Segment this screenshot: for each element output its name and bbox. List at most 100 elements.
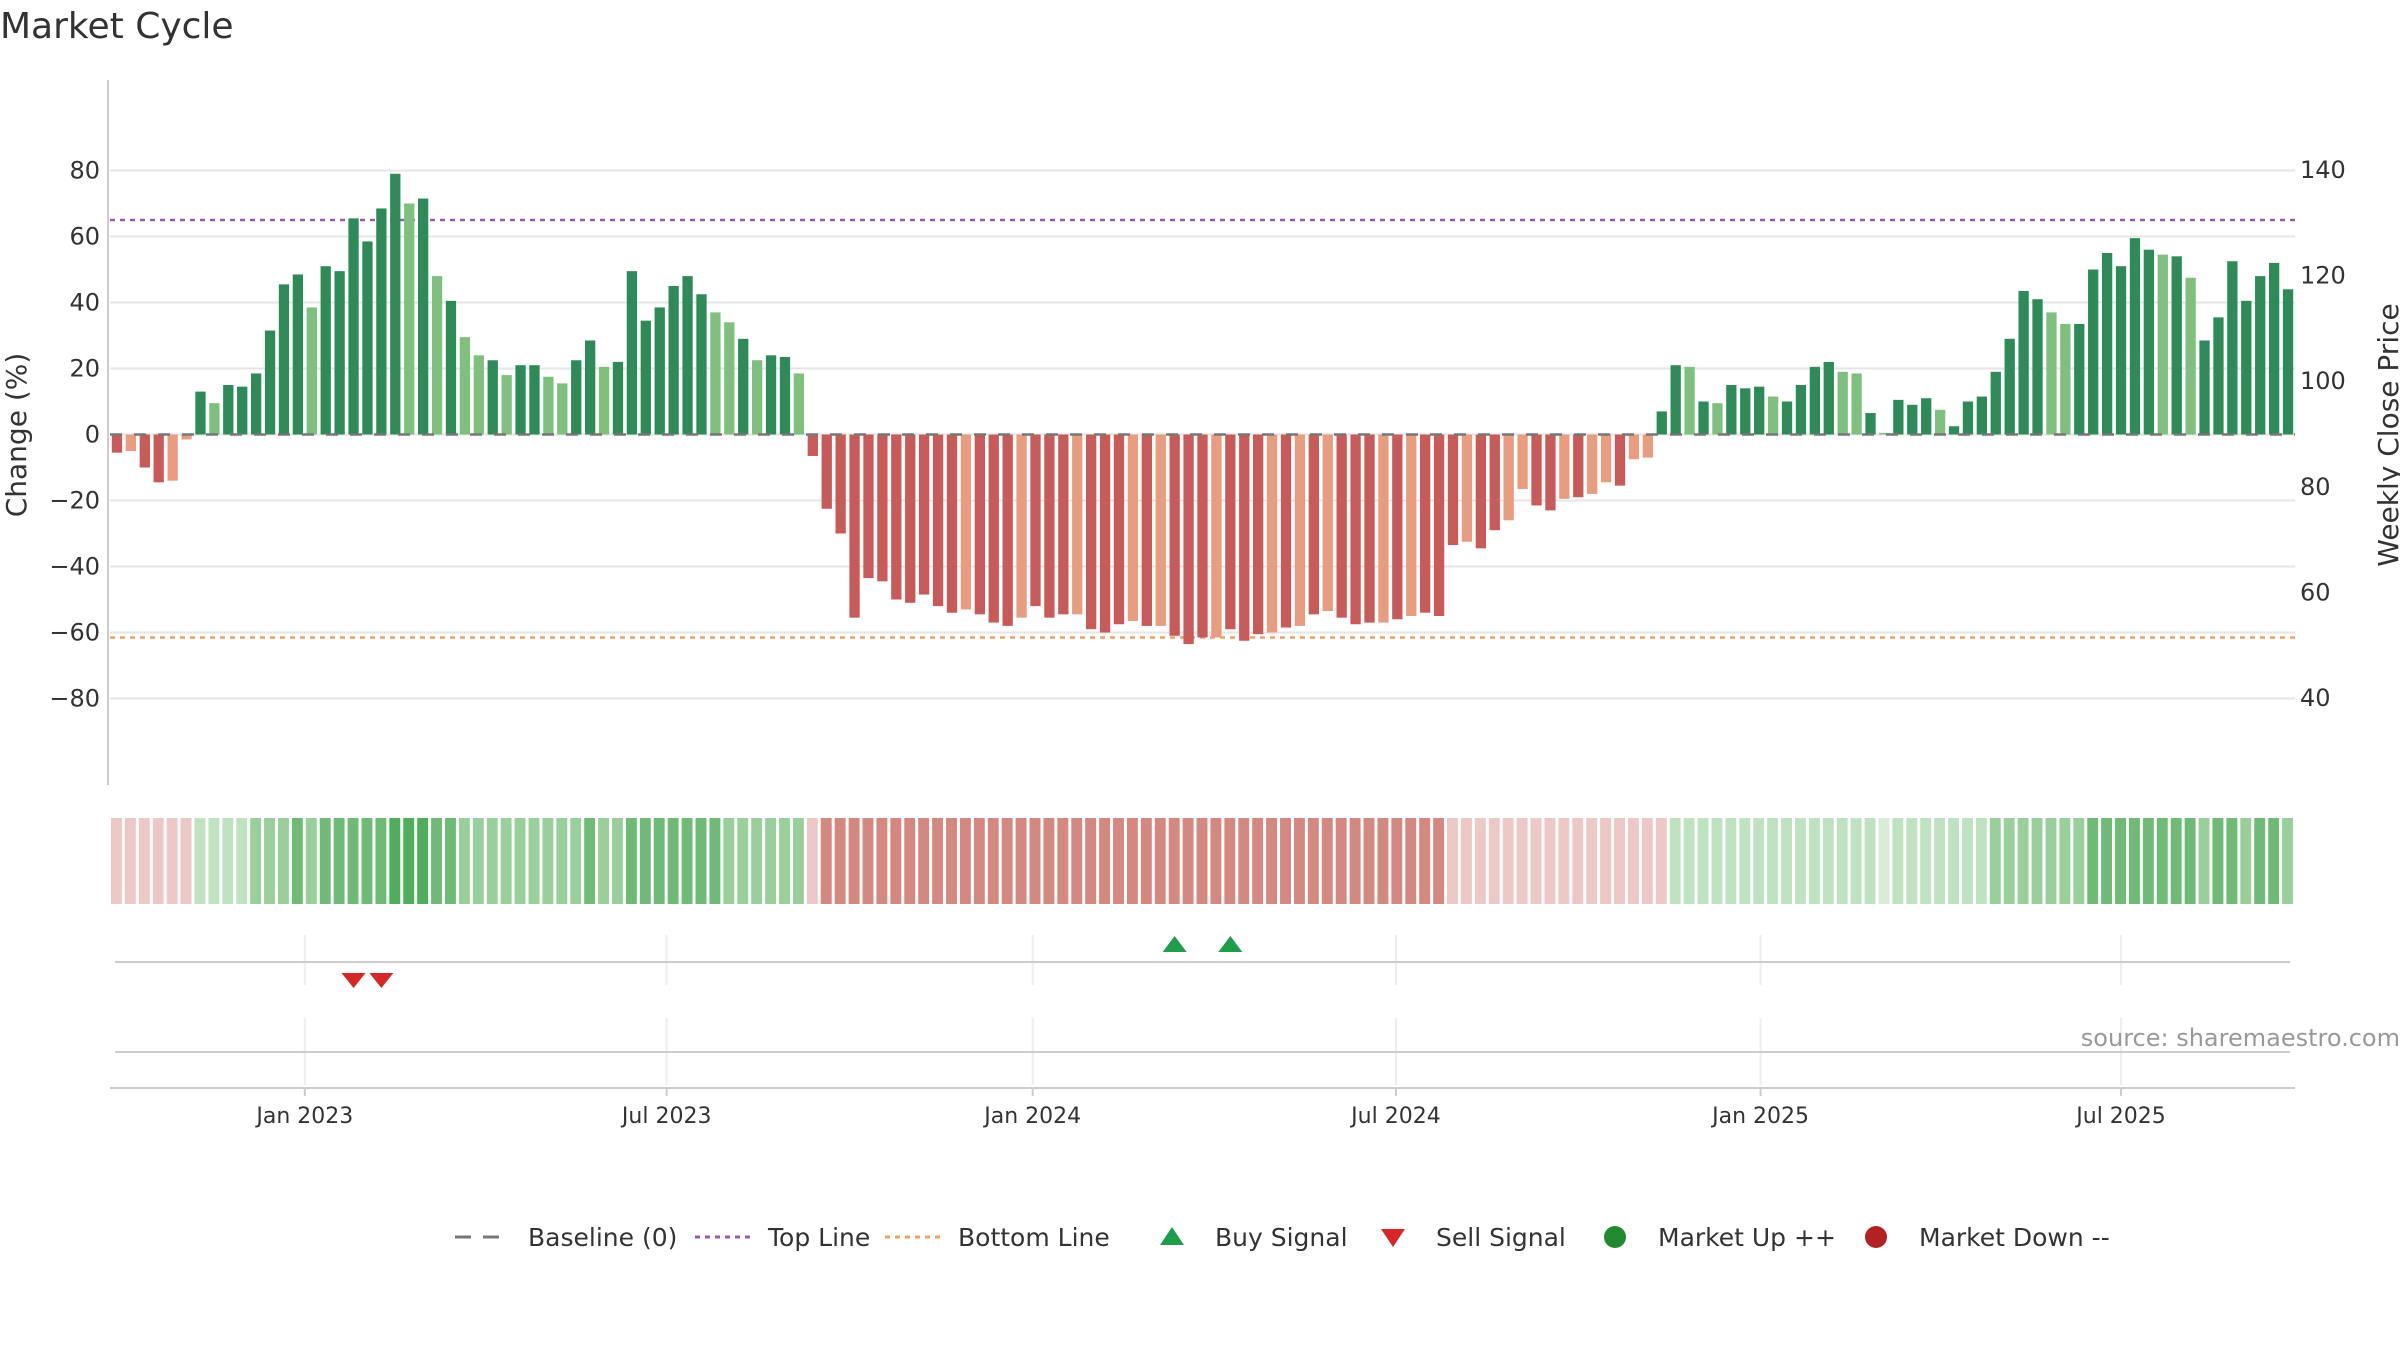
band-cell [932, 818, 944, 904]
band-cell [236, 818, 248, 904]
legend-label: Bottom Line [958, 1223, 1110, 1252]
band-cell [2045, 818, 2057, 904]
y-tick-label: 20 [69, 355, 100, 383]
band-cell [1627, 818, 1639, 904]
change-bar [1809, 366, 1821, 435]
change-bar [181, 434, 192, 440]
band-cell [1238, 818, 1250, 904]
band-cell [584, 818, 596, 904]
change-bar [793, 373, 805, 435]
band-cell [2087, 818, 2099, 904]
band-cell [737, 818, 749, 904]
change-bar [1447, 434, 1459, 546]
change-bar [640, 320, 651, 435]
legend-item: Market Down -- [1865, 1223, 2110, 1252]
change-bar [1865, 413, 1876, 435]
change-bar [2199, 340, 2210, 435]
band-cell [1544, 818, 1556, 904]
change-bar [2268, 262, 2280, 435]
band-cell [1948, 818, 1959, 904]
x-tick-label: Jul 2024 [1349, 1104, 1441, 1129]
band-cell [333, 818, 345, 904]
band-cell [890, 818, 902, 904]
band-cell [848, 818, 860, 904]
band-cell [987, 818, 999, 904]
change-bar [209, 403, 220, 435]
band-cell [653, 818, 665, 904]
band-cell [792, 818, 804, 904]
change-bar [1614, 434, 1626, 486]
band-cell [1433, 818, 1445, 904]
band-cell [1822, 818, 1834, 904]
change-bars [110, 173, 2295, 645]
band-cell [152, 818, 164, 904]
change-bar [1531, 434, 1542, 506]
band-cell [486, 818, 498, 904]
band-cell [180, 818, 192, 904]
band-cell [514, 818, 526, 904]
band-cell [1878, 818, 1890, 904]
band-cell [1989, 818, 2001, 904]
x-tick-label: Jul 2023 [620, 1104, 712, 1129]
change-bar [1642, 434, 1653, 458]
change-bar [278, 284, 290, 435]
change-bar [1461, 434, 1473, 542]
legend-swatch-sell [1381, 1229, 1405, 1247]
change-bar [960, 434, 972, 610]
change-bar [807, 434, 818, 456]
change-bar [1795, 385, 1807, 435]
legend-label: Sell Signal [1436, 1223, 1566, 1252]
change-bar [2185, 277, 2196, 435]
chart-title: Market Cycle [0, 6, 234, 47]
band-cell [111, 818, 122, 904]
change-bar [2143, 249, 2155, 435]
change-bar [1141, 434, 1152, 626]
band-cell [1224, 818, 1236, 904]
change-bar [1573, 434, 1584, 498]
band-cell [1920, 818, 1932, 904]
change-bar [1921, 398, 1932, 435]
change-bar [1990, 371, 2001, 435]
band-cell [1669, 818, 1681, 904]
change-bar [1044, 434, 1055, 618]
band-cell [1321, 818, 1333, 904]
band-cell [2156, 818, 2168, 904]
change-bar [1406, 434, 1417, 616]
change-bar [1211, 434, 1222, 638]
x-axis-ticks: Jan 2023 Jul 2023 Jan 2024 Jul 2024 Jan 2025… [254, 1088, 2166, 1129]
band-cell [1154, 818, 1166, 904]
band-cell [1266, 818, 1278, 904]
band-cell [2268, 818, 2280, 904]
band-cell [458, 818, 470, 904]
change-bar [2018, 290, 2029, 435]
band-cell [2059, 818, 2071, 904]
change-bar [1628, 434, 1640, 460]
legend-label: Market Down -- [1919, 1223, 2110, 1252]
band-cell [876, 818, 888, 904]
change-bar [1197, 434, 1208, 638]
y2-tick-label: 40 [2300, 684, 2331, 712]
y-axis-title: Change (%) [0, 353, 33, 518]
change-bar [779, 356, 791, 435]
band-cell [1488, 818, 1500, 904]
band-cell [1057, 818, 1069, 904]
change-bar [445, 300, 457, 435]
change-bar [1072, 434, 1083, 615]
third-panel [110, 1018, 2295, 1089]
change-bar [417, 198, 429, 435]
change-bar [2088, 269, 2099, 435]
band-cell [1363, 818, 1375, 904]
change-bar [2129, 238, 2141, 435]
change-bar [557, 383, 568, 435]
band-cell [2184, 818, 2196, 904]
band-cell [417, 818, 429, 904]
band-cell [1071, 818, 1083, 904]
change-bar [1225, 434, 1236, 630]
band-cell [1391, 818, 1403, 904]
legend-item: Buy Signal [1160, 1223, 1348, 1252]
change-bar [849, 434, 860, 618]
change-bar [1600, 434, 1612, 483]
band-cell [834, 818, 846, 904]
band-cell [1767, 818, 1779, 904]
band-cell [1460, 818, 1472, 904]
